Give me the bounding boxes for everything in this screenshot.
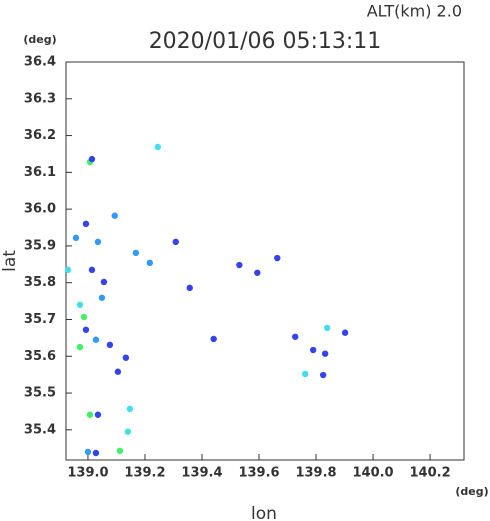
echo-point <box>82 220 90 228</box>
y-tick-label: 35.7 <box>24 312 56 327</box>
echo-point <box>80 313 88 321</box>
echo-point <box>301 370 309 378</box>
x-unit: (deg) <box>455 485 488 498</box>
echo-point <box>82 326 90 333</box>
echo-point <box>321 350 329 357</box>
x-tick-label: 139.0 <box>67 466 108 481</box>
echo-point <box>146 259 154 267</box>
echo-point <box>132 249 140 257</box>
echo-point <box>319 371 327 379</box>
y-tick-label: 36.1 <box>24 165 56 180</box>
y-tick-label: 35.6 <box>24 349 56 364</box>
plot-frame <box>65 61 465 461</box>
echo-point <box>210 335 217 343</box>
x-tick-label: 139.4 <box>181 466 222 481</box>
echo-point <box>86 411 94 418</box>
echo-point <box>154 143 162 151</box>
echo-point <box>341 329 349 336</box>
y-unit: (deg) <box>23 33 56 46</box>
echo-point <box>292 333 299 340</box>
echo-point <box>76 343 84 351</box>
echo-point <box>116 447 124 455</box>
echo-point <box>94 238 102 246</box>
y-tick-label: 35.4 <box>24 422 56 437</box>
y-tick-label: 36.2 <box>24 128 56 143</box>
echo-point <box>124 428 132 435</box>
y-tick-label: 35.5 <box>24 386 56 401</box>
x-tick-label: 140.0 <box>352 466 393 481</box>
echo-point <box>323 324 331 332</box>
echo-point <box>186 284 193 292</box>
echo-point <box>84 448 92 456</box>
echo-point <box>100 278 108 286</box>
chart-title: 2020/01/06 05:13:11 <box>149 29 382 54</box>
echo-point <box>76 301 84 308</box>
x-tick-label: 139.2 <box>124 466 165 481</box>
echo-point <box>88 266 96 274</box>
x-axis-label: lon <box>251 504 277 521</box>
y-tick-label: 35.8 <box>24 275 56 290</box>
echo-point <box>236 261 243 269</box>
x-tick-label: 139.6 <box>238 466 279 481</box>
y-tick-label: 36.0 <box>24 202 56 217</box>
echo-point <box>92 449 100 457</box>
x-tick-label: 140.2 <box>410 466 451 481</box>
echo-point <box>64 266 72 274</box>
y-tick-label: 35.9 <box>24 238 56 253</box>
echo-point <box>111 212 118 219</box>
echo-point <box>98 294 106 301</box>
y-axis-label: lat <box>0 250 20 272</box>
echo-point <box>88 155 96 163</box>
echo-point <box>92 336 100 343</box>
y-tick-label: 36.4 <box>24 55 56 70</box>
y-tick-label: 36.3 <box>24 91 56 106</box>
altitude-label: ALT(km) 2.0 <box>367 2 462 21</box>
echo-point <box>254 269 261 276</box>
echo-point <box>106 341 114 349</box>
echo-point <box>126 405 134 413</box>
echo-point <box>274 254 281 262</box>
x-tick-label: 139.8 <box>295 466 336 481</box>
echo-point <box>309 346 317 354</box>
echo-point <box>172 238 179 246</box>
echo-point <box>114 368 122 375</box>
echo-point <box>72 234 80 242</box>
echo-point <box>122 354 130 361</box>
echo-point <box>94 411 102 418</box>
